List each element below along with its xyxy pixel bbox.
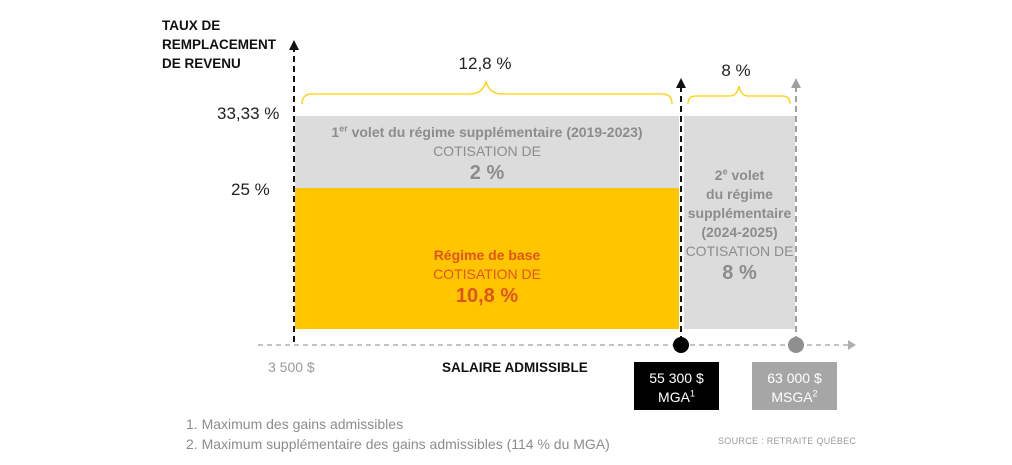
volet2-line-4: (2024-2025) (701, 224, 778, 240)
volet2-block: 2e volet du régime supplémentaire (2024-… (684, 116, 795, 329)
y-axis-title-line-1: TAUX DE (162, 18, 221, 33)
brace-first (301, 79, 673, 105)
y-axis-arrow (289, 40, 299, 50)
volet2-line-1: 2e volet (714, 166, 765, 183)
mga-dot (673, 337, 689, 353)
msga-label: MSGA2 (771, 388, 818, 405)
mga-arrow (676, 78, 686, 88)
volet1-percent: 2 % (469, 162, 505, 184)
mga-amount: 55 300 $ (649, 370, 704, 386)
y-axis-title: TAUX DE REMPLACEMENT DE REVENU (162, 16, 302, 73)
mga-box: 55 300 $ MGA1 (634, 362, 719, 410)
volet1-title: 1er volet du régime supplémentaire (2019… (331, 123, 643, 140)
msga-box: 63 000 $ MSGA2 (752, 362, 837, 410)
y-axis-title-line-3: DE REVENU (162, 56, 241, 71)
y-axis-title-line-2: REMPLACEMENT (162, 37, 276, 52)
volet2-line-3: supplémentaire (687, 205, 792, 221)
footnotes: 1. Maximum des gains admissibles 2. Maxi… (186, 414, 610, 454)
volet2-cotisation: COTISATION DE (685, 243, 794, 259)
volet2-line-2: du régime (706, 186, 773, 202)
base-block: Régime de base COTISATION DE 10,8 % (295, 188, 679, 329)
brace-second (687, 85, 791, 105)
x-start-label: 3 500 $ (268, 359, 315, 375)
footnote-2: 2. Maximum supplémentaire des gains admi… (186, 436, 610, 452)
base-percent: 10,8 % (455, 285, 519, 307)
span-label-first: 12,8 % (458, 54, 512, 73)
msga-dot (788, 337, 804, 353)
msga-arrow (791, 78, 801, 88)
volet1-block: 1er volet du régime supplémentaire (2019… (295, 116, 679, 188)
base-title: Régime de base (433, 247, 541, 263)
mga-label: MGA1 (658, 388, 695, 405)
y-tick-25: 25 % (231, 180, 270, 199)
source-credit: SOURCE : RETRAITE QUÉBEC (718, 436, 857, 446)
volet1-cotisation: COTISATION DE (433, 143, 541, 159)
x-axis-title: SALAIRE ADMISSIBLE (442, 360, 588, 375)
x-axis-arrow (848, 340, 856, 350)
footnote-1: 1. Maximum des gains admissibles (186, 416, 404, 432)
span-label-second: 8 % (721, 61, 751, 80)
msga-amount: 63 000 $ (767, 370, 822, 386)
base-cotisation: COTISATION DE (433, 266, 541, 282)
y-tick-33: 33,33 % (217, 104, 280, 123)
volet2-percent: 8 % (722, 262, 757, 284)
